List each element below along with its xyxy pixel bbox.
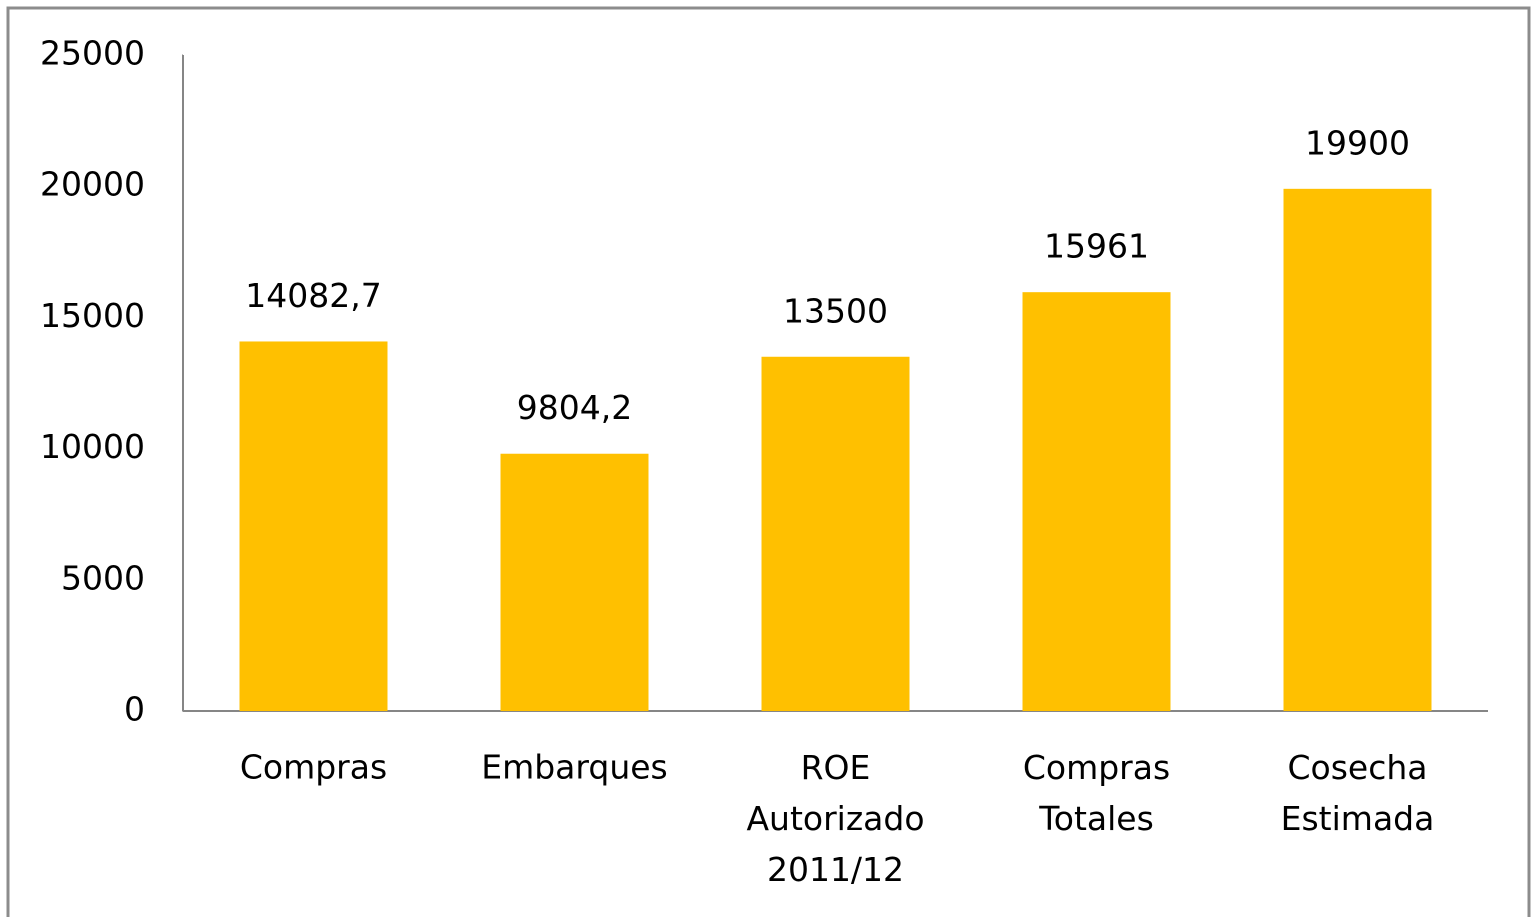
y-tick-label: 5000 (61, 558, 145, 597)
x-tick-label: ROE Autorizado 2011/12 (746, 748, 924, 889)
x-tick-label: Cosecha Estimada (1281, 748, 1435, 838)
y-tick-label: 0 (124, 690, 145, 729)
x-tick-label: Compras Totales (1023, 748, 1170, 838)
bar (761, 356, 910, 711)
y-tick-label: 25000 (40, 34, 145, 73)
y-tick-label: 15000 (40, 296, 145, 335)
bar (1022, 292, 1171, 711)
value-label: 14082,7 (245, 276, 381, 315)
value-label: 19900 (1305, 123, 1410, 162)
bar (500, 453, 649, 711)
y-tick-label: 20000 (40, 165, 145, 204)
bar (239, 341, 388, 711)
x-tick-label: Embarques (481, 748, 668, 787)
value-label: 13500 (783, 291, 888, 330)
x-tick-label: Compras (240, 748, 387, 787)
value-label: 15961 (1044, 227, 1149, 266)
y-tick-label: 10000 (40, 427, 145, 466)
value-label: 9804,2 (517, 388, 632, 427)
bar (1283, 188, 1432, 712)
